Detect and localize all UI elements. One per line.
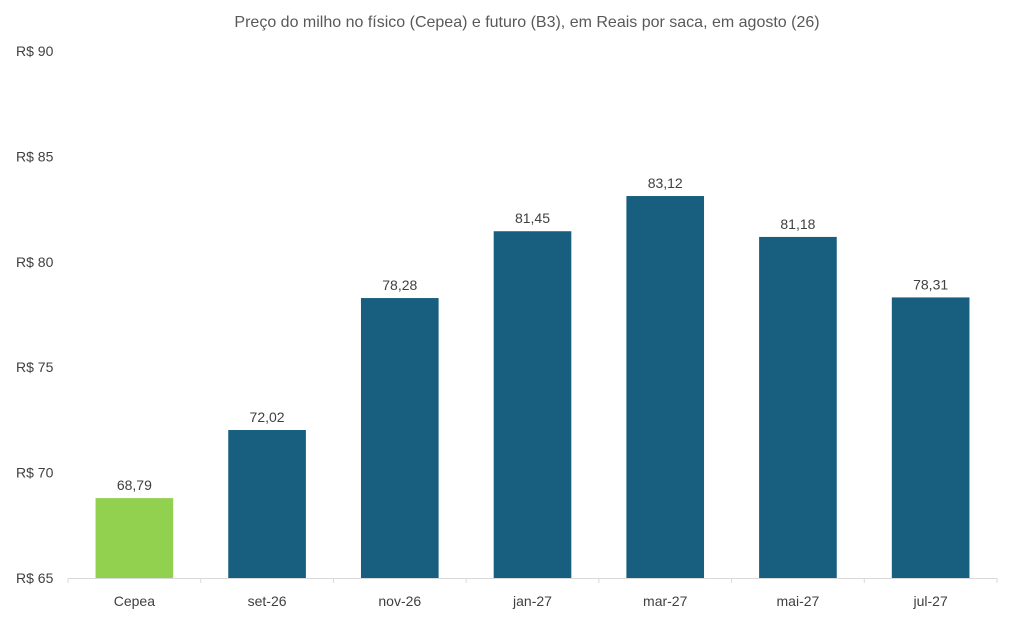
bar-jan-27 [493, 231, 572, 578]
y-tick-label: R$ 70 [16, 465, 54, 481]
bar-Cepea [95, 498, 174, 578]
x-tick-label-jul-27: jul-27 [913, 593, 948, 609]
data-label-jan-27: 81,45 [515, 210, 550, 226]
x-tick-label-mar-27: mar-27 [643, 593, 688, 609]
data-label-nov-26: 78,28 [382, 277, 417, 293]
data-label-mai-27: 81,18 [780, 216, 815, 232]
y-axis: R$ 65 R$ 70 R$ 75 R$ 80 R$ 85 R$ 90 [16, 43, 54, 586]
x-tick-label-jan-27: jan-27 [512, 593, 552, 609]
x-tick-label-Cepea: Cepea [114, 593, 155, 609]
y-tick-label: R$ 75 [16, 359, 54, 375]
data-labels-group: 68,79 72,02 78,28 81,45 83,12 81,18 78,31 [117, 175, 949, 493]
y-tick-label: R$ 90 [16, 43, 54, 59]
bar-nov-26 [360, 298, 439, 578]
x-tick-label-nov-26: nov-26 [378, 593, 421, 609]
data-label-jul-27: 78,31 [913, 276, 948, 292]
x-tick-label-set-26: set-26 [248, 593, 287, 609]
bar-mar-27 [626, 196, 705, 578]
data-label-mar-27: 83,12 [648, 175, 683, 191]
bars-group [95, 196, 970, 578]
x-axis: Cepea set-26 nov-26 jan-27 mar-27 mai-27 jul-2… [67, 578, 998, 609]
bar-mai-27 [759, 236, 837, 578]
y-tick-label: R$ 65 [16, 570, 54, 586]
bar-jul-27 [891, 297, 970, 578]
chart-title: Preço do milho no físico (Cepea) e futur… [234, 14, 819, 31]
data-label-Cepea: 68,79 [117, 477, 152, 493]
data-label-set-26: 72,02 [250, 409, 285, 425]
x-tick-label-mai-27: mai-27 [777, 593, 820, 609]
y-tick-label: R$ 80 [16, 254, 54, 270]
y-tick-label: R$ 85 [16, 148, 54, 164]
bar-set-26 [228, 430, 306, 578]
